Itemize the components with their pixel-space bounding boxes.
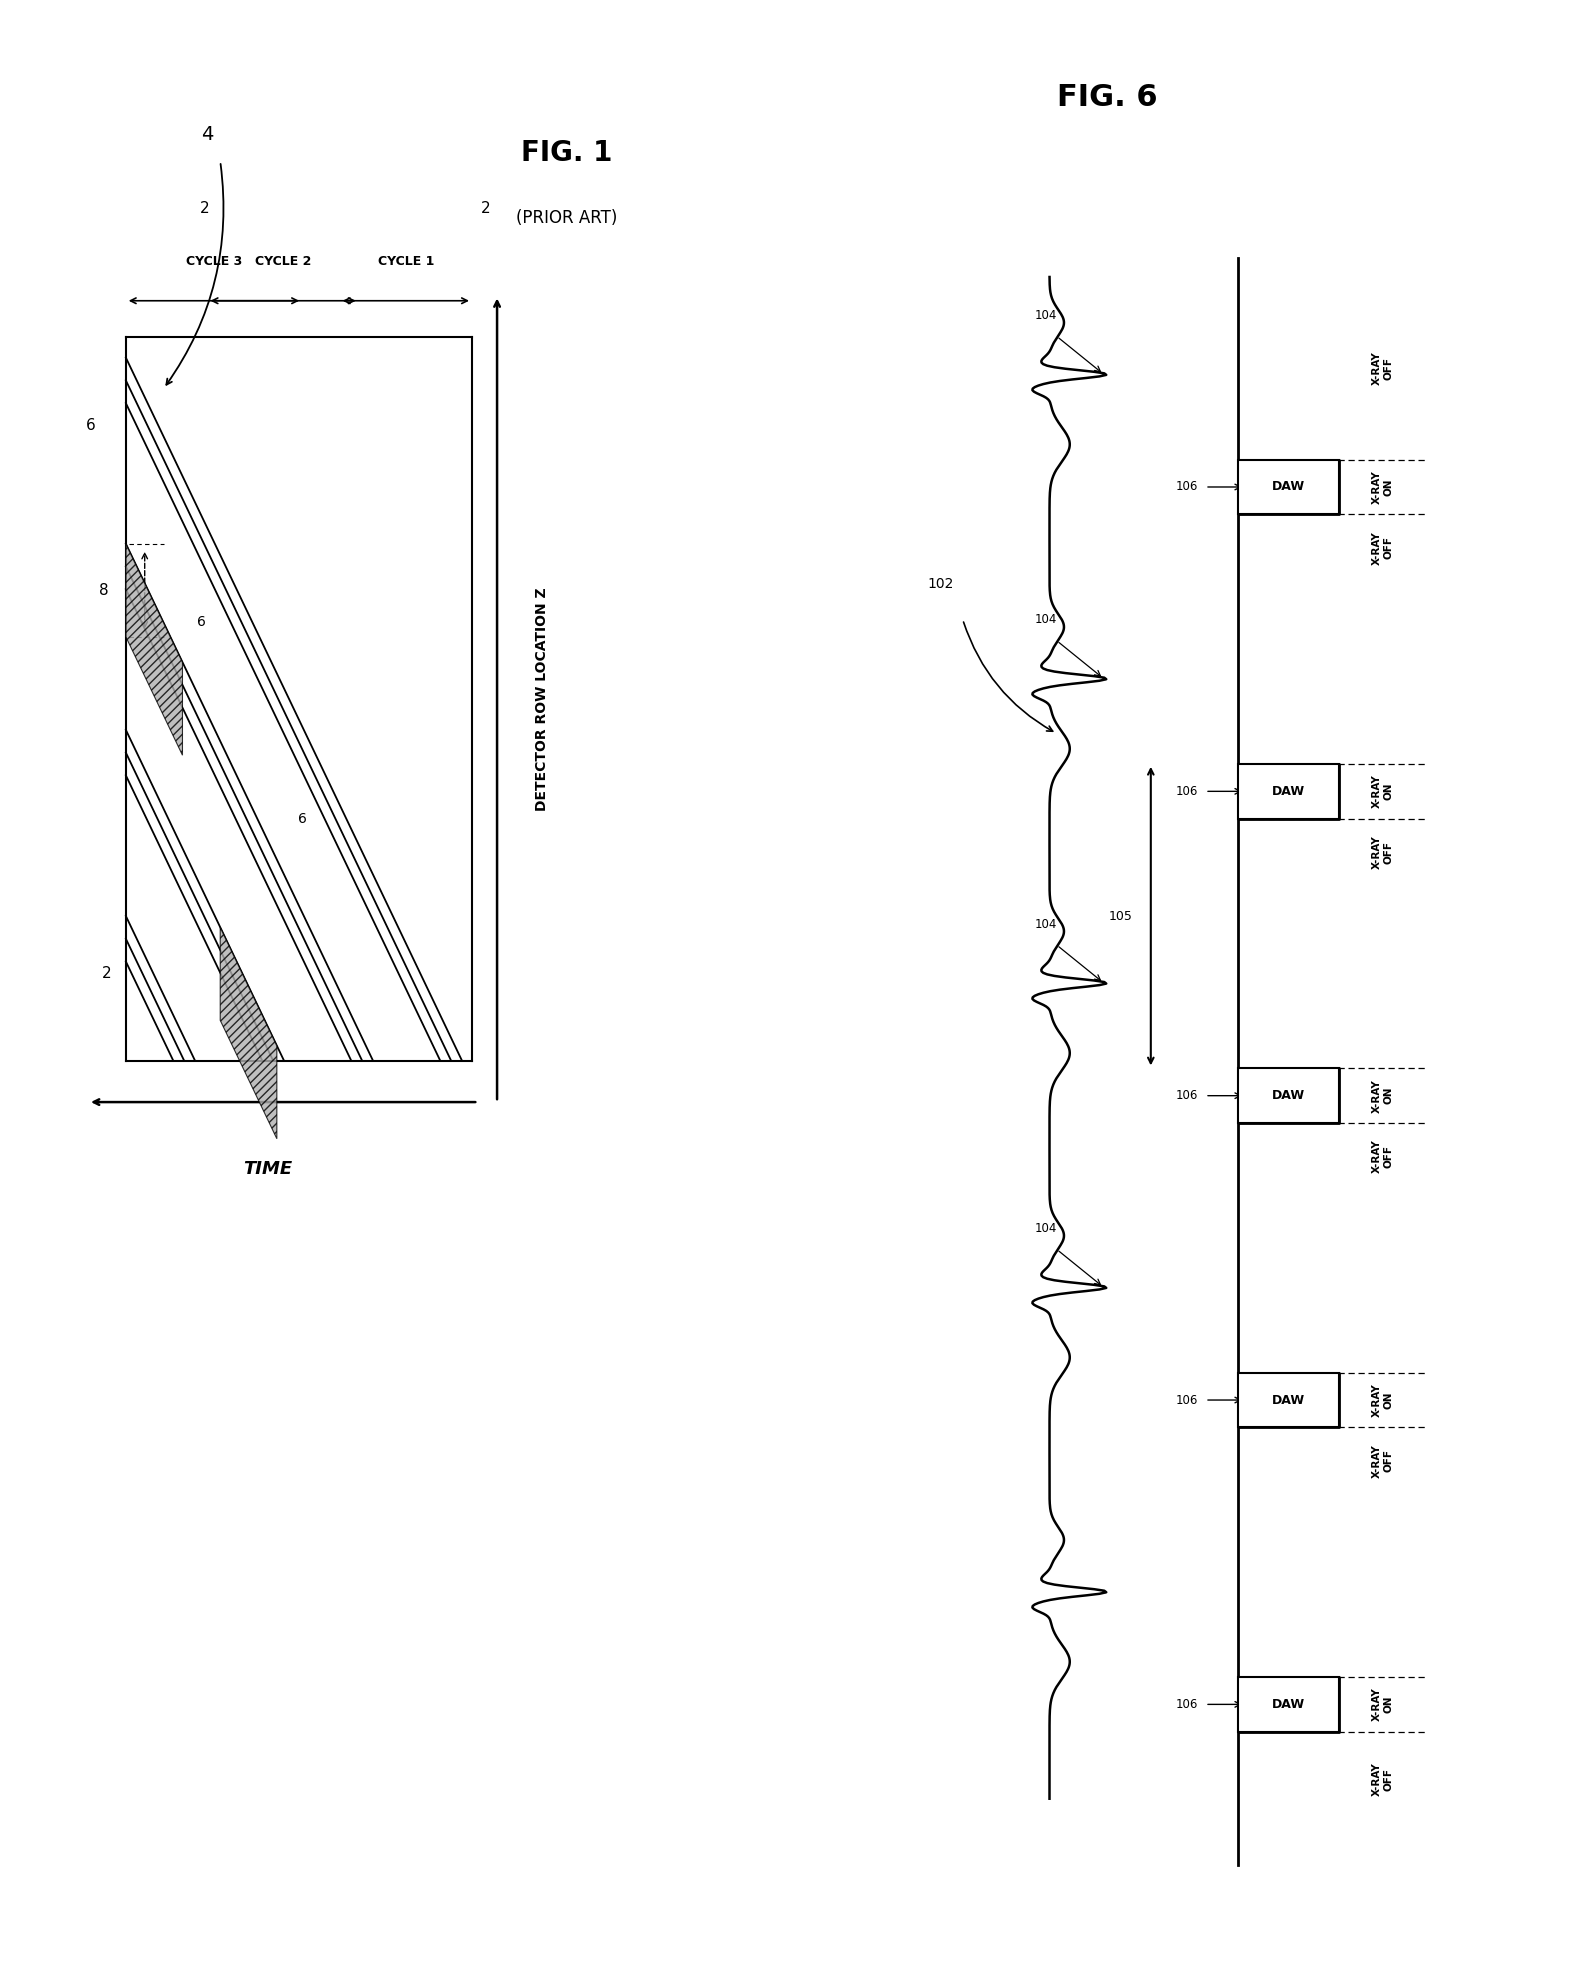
- Text: 106: 106: [1175, 1088, 1199, 1102]
- Text: 4: 4: [201, 126, 214, 145]
- Text: 102: 102: [928, 577, 955, 590]
- Text: DAW: DAW: [1271, 1394, 1306, 1406]
- Text: X-RAY
ON: X-RAY ON: [1372, 775, 1394, 808]
- Polygon shape: [220, 928, 277, 1139]
- Bar: [1238, 1373, 1339, 1428]
- Text: X-RAY
OFF: X-RAY OFF: [1372, 1763, 1394, 1796]
- Text: 8: 8: [99, 582, 109, 598]
- Text: CYCLE 3: CYCLE 3: [186, 255, 242, 267]
- Text: FIG. 6: FIG. 6: [1057, 82, 1158, 112]
- Text: 106: 106: [1175, 784, 1199, 798]
- Text: X-RAY
OFF: X-RAY OFF: [1372, 351, 1394, 384]
- Text: 105: 105: [1109, 910, 1133, 922]
- Text: 2: 2: [200, 200, 209, 216]
- Text: TIME: TIME: [242, 1161, 293, 1179]
- Polygon shape: [315, 1310, 371, 1522]
- Text: DETECTOR ROW LOCATION Z: DETECTOR ROW LOCATION Z: [535, 586, 549, 810]
- Text: 106: 106: [1175, 480, 1199, 494]
- Bar: [1238, 1069, 1339, 1124]
- Text: 6: 6: [297, 812, 307, 826]
- Text: DAW: DAW: [1271, 784, 1306, 798]
- Text: 104: 104: [1035, 614, 1057, 626]
- Text: DAW: DAW: [1271, 480, 1306, 494]
- Text: 106: 106: [1175, 1698, 1199, 1710]
- Text: X-RAY
ON: X-RAY ON: [1372, 471, 1394, 504]
- Text: 104: 104: [1035, 310, 1057, 322]
- Text: X-RAY
ON: X-RAY ON: [1372, 1688, 1394, 1722]
- Text: 6: 6: [197, 616, 206, 629]
- Text: FIG. 1: FIG. 1: [521, 139, 612, 167]
- Polygon shape: [126, 543, 182, 755]
- Text: X-RAY
OFF: X-RAY OFF: [1372, 835, 1394, 869]
- Text: CYCLE 2: CYCLE 2: [255, 255, 311, 267]
- Text: DAW: DAW: [1271, 1698, 1306, 1710]
- Text: 104: 104: [1035, 1222, 1057, 1235]
- Text: X-RAY
OFF: X-RAY OFF: [1372, 1443, 1394, 1479]
- Bar: [1238, 1677, 1339, 1732]
- Text: 2: 2: [481, 200, 491, 216]
- Text: 104: 104: [1035, 918, 1057, 931]
- Text: 6: 6: [87, 418, 96, 433]
- Text: 106: 106: [1175, 1394, 1199, 1406]
- Text: CYCLE 1: CYCLE 1: [378, 255, 434, 267]
- Text: X-RAY
OFF: X-RAY OFF: [1372, 531, 1394, 565]
- Bar: [1238, 765, 1339, 820]
- Text: 2: 2: [102, 967, 112, 980]
- Text: X-RAY
ON: X-RAY ON: [1372, 1383, 1394, 1418]
- Text: X-RAY
OFF: X-RAY OFF: [1372, 1139, 1394, 1173]
- Text: DAW: DAW: [1271, 1088, 1306, 1102]
- Text: X-RAY
ON: X-RAY ON: [1372, 1079, 1394, 1112]
- Text: (PRIOR ART): (PRIOR ART): [516, 210, 617, 227]
- Bar: [1238, 459, 1339, 514]
